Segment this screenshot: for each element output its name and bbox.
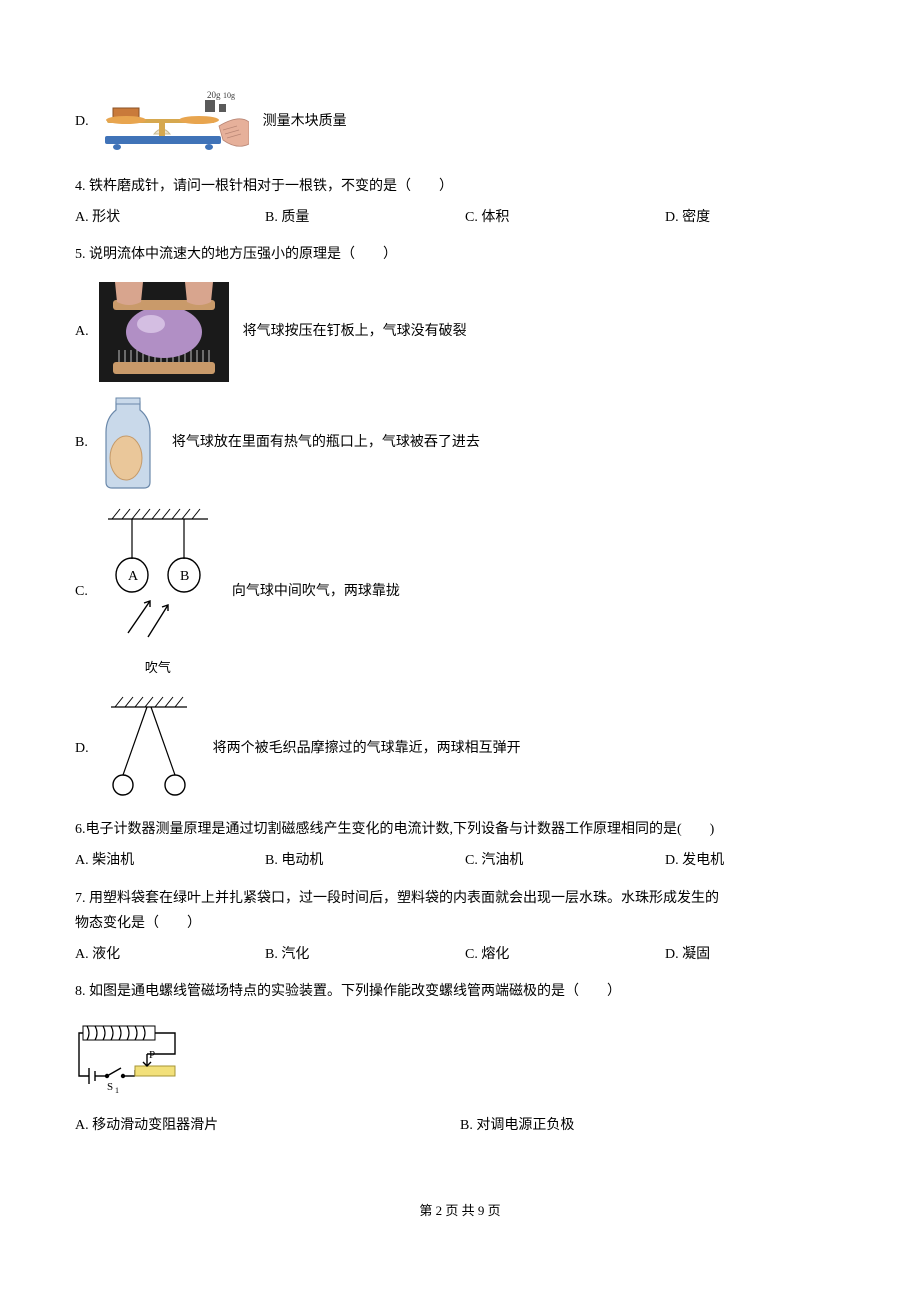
q5-optD-label: D. <box>75 736 89 761</box>
q8-circuit-figure: P S 1 <box>75 1018 185 1098</box>
q4-optD: D. 密度 <box>665 205 825 230</box>
q7-options: A. 液化 B. 汽化 C. 熔化 D. 凝固 <box>75 942 845 967</box>
balance-scale-figure: 20g 10g <box>99 84 249 160</box>
q6-optA: A. 柴油机 <box>75 848 265 873</box>
q4-options: A. 形状 B. 质量 C. 体积 D. 密度 <box>75 205 845 230</box>
q4-optA: A. 形状 <box>75 205 265 230</box>
q8-options: A. 移动滑动变阻器滑片 B. 对调电源正负极 <box>75 1113 845 1138</box>
q5-optC-blow-label: 吹气 <box>98 656 218 679</box>
q6-optB: B. 电动机 <box>265 848 465 873</box>
q7-stem-l1: 7. 用塑料袋套在绿叶上并扎紧袋口，过一段时间后，塑料袋的内表面就会出现一层水珠… <box>75 886 845 911</box>
q8-P-label: P <box>149 1049 155 1061</box>
q5-optD-row: D. 将两个被毛织品摩擦过的气球靠近，两球相互弹开 <box>75 693 845 803</box>
q5-optC-figure-wrap: A B 吹气 <box>98 505 218 680</box>
optD-text: 测量木块质量 <box>263 109 347 134</box>
q7-optD: D. 凝固 <box>665 942 825 967</box>
q5-optA-row: A. 将气球按压在钉板上，气球没有破裂 <box>75 282 845 382</box>
q7-stem-l2: 物态变化是（ ） <box>75 911 845 936</box>
q5C-A-label: A <box>128 569 139 584</box>
q4-stem: 4. 铁杵磨成针，请问一根针相对于一根铁，不变的是（ ） <box>75 174 845 199</box>
q8-S1-label: S <box>107 1081 113 1093</box>
optD-balance-row: D. 20g 10g <box>75 84 845 160</box>
q8-optB: B. 对调电源正负极 <box>460 1113 845 1138</box>
q5-optC-row: C. A B <box>75 505 845 680</box>
q5-optB-text: 将气球放在里面有热气的瓶口上，气球被吞了进去 <box>172 430 480 455</box>
q5-optA-figure <box>99 282 229 382</box>
q7-optB: B. 汽化 <box>265 942 465 967</box>
q5-optB-label: B. <box>75 430 88 455</box>
q5-optD-figure <box>99 693 199 803</box>
q5-optD-text: 将两个被毛织品摩擦过的气球靠近，两球相互弹开 <box>213 736 521 761</box>
q6-optD: D. 发电机 <box>665 848 825 873</box>
q5-optC-figure: A B <box>98 505 218 645</box>
q7-optC: C. 熔化 <box>465 942 665 967</box>
page-footer: 第 2 页 共 9 页 <box>75 1199 845 1222</box>
q8-S1-sub: 1 <box>115 1086 119 1095</box>
q7-optA: A. 液化 <box>75 942 265 967</box>
weight-20g-label: 20g <box>207 90 221 100</box>
q4-optB: B. 质量 <box>265 205 465 230</box>
q8-optA: A. 移动滑动变阻器滑片 <box>75 1113 460 1138</box>
q5-stem: 5. 说明流体中流速大的地方压强小的原理是（ ） <box>75 242 845 267</box>
q5-optA-text: 将气球按压在钉板上，气球没有破裂 <box>243 319 467 344</box>
q5C-B-label: B <box>180 569 189 584</box>
q5-optB-row: B. 将气球放在里面有热气的瓶口上，气球被吞了进去 <box>75 396 845 491</box>
q5-optB-figure <box>98 396 158 491</box>
q5-optC-text: 向气球中间吹气，两球靠拢 <box>232 579 400 604</box>
optD-label: D. <box>75 109 89 134</box>
weight-10g-label: 10g <box>223 91 235 100</box>
q5-optA-label: A. <box>75 319 89 344</box>
q5-optC-label: C. <box>75 579 88 604</box>
q6-optC: C. 汽油机 <box>465 848 665 873</box>
q4-optC: C. 体积 <box>465 205 665 230</box>
q6-options: A. 柴油机 B. 电动机 C. 汽油机 D. 发电机 <box>75 848 845 873</box>
q6-stem: 6.电子计数器测量原理是通过切割磁感线产生变化的电流计数,下列设备与计数器工作原… <box>75 817 845 842</box>
q8-stem: 8. 如图是通电螺线管磁场特点的实验装置。下列操作能改变螺线管两端磁极的是（ ） <box>75 979 845 1004</box>
